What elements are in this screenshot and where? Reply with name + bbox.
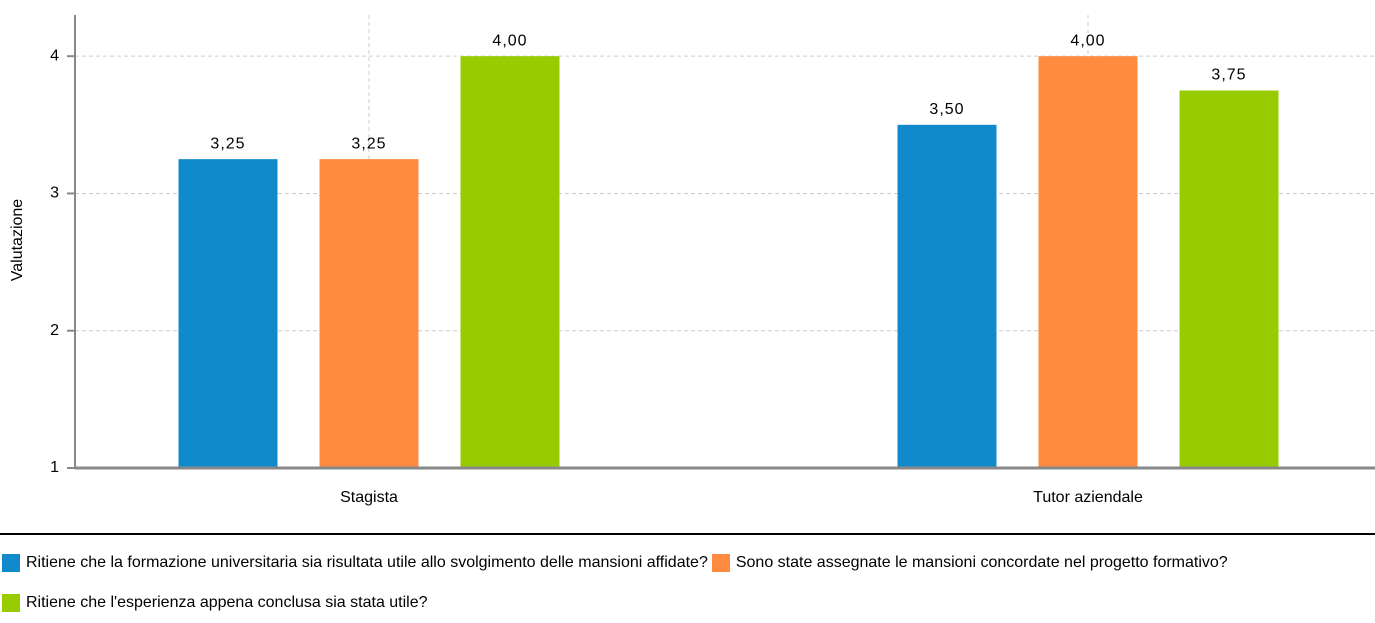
bar bbox=[897, 124, 997, 469]
legend-label: Sono state assegnate le mansioni concord… bbox=[735, 554, 1228, 571]
legend-swatch bbox=[711, 554, 730, 572]
legend-item: Ritiene che la formazione universitaria … bbox=[0, 543, 708, 583]
y-tick-label: 4 bbox=[50, 47, 59, 64]
page: Valutazione Stagista Tutor aziendale 1 2 3 4 3… bbox=[0, 15, 1375, 612]
legend-label: Ritiene che l'esperienza appena conclusa… bbox=[26, 594, 428, 611]
bar bbox=[1038, 56, 1138, 468]
value-label: 4,00 bbox=[492, 32, 527, 49]
bar bbox=[319, 159, 419, 469]
legend: Ritiene che la formazione universitaria … bbox=[0, 533, 1375, 623]
value-label: 4,00 bbox=[1070, 32, 1105, 49]
x-tick-label: Tutor aziendale bbox=[1033, 489, 1143, 506]
legend-item: Sono state assegnate le mansioni concord… bbox=[710, 543, 1228, 583]
legend-item: Ritiene che l'esperienza appena conclusa… bbox=[0, 583, 428, 623]
bar bbox=[460, 56, 560, 468]
bar bbox=[1179, 90, 1279, 468]
y-axis-label: Valutazione bbox=[9, 199, 26, 282]
chart: Valutazione Stagista Tutor aziendale 1 2 3 4 3… bbox=[9, 15, 1375, 506]
value-label: 3,50 bbox=[929, 101, 964, 118]
value-label: 3,25 bbox=[351, 135, 386, 152]
y-tick-label: 2 bbox=[50, 322, 59, 339]
legend-swatch bbox=[2, 594, 20, 612]
legend-swatch bbox=[2, 554, 20, 572]
legend-label: Ritiene che la formazione universitaria … bbox=[26, 554, 708, 571]
y-tick-label: 3 bbox=[50, 185, 59, 202]
y-tick-label: 1 bbox=[50, 459, 59, 476]
x-tick-label: Stagista bbox=[340, 489, 398, 506]
value-label: 3,25 bbox=[210, 135, 245, 152]
value-label: 3,75 bbox=[1211, 67, 1246, 84]
bar bbox=[178, 159, 278, 469]
